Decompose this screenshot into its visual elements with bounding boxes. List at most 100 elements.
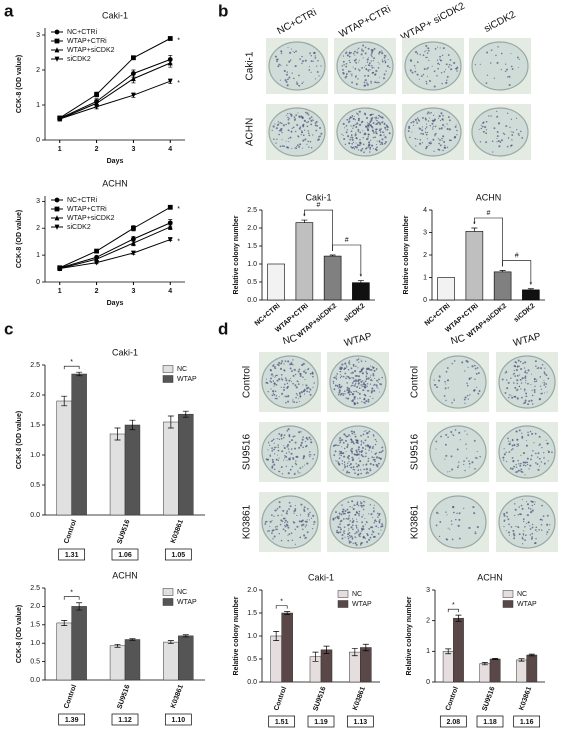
- colony: [545, 374, 548, 377]
- colony: [352, 127, 354, 129]
- colony: [342, 518, 345, 520]
- colony: [474, 468, 476, 470]
- colony: [301, 519, 304, 522]
- colony: [301, 60, 304, 63]
- y-tick-label: 2.0: [30, 603, 40, 610]
- colony: [351, 447, 354, 450]
- ratio-box: [111, 548, 139, 561]
- colony: [283, 445, 285, 447]
- colony: [443, 140, 446, 143]
- colony: [348, 434, 350, 436]
- colony: [435, 448, 437, 450]
- colony: [506, 68, 508, 71]
- colony: [374, 460, 376, 463]
- colony: [455, 518, 457, 521]
- colony: [370, 365, 372, 367]
- colony: [521, 536, 523, 538]
- colony: [517, 366, 519, 368]
- colony: [374, 459, 376, 461]
- bracket: [447, 608, 459, 613]
- colony: [514, 375, 517, 377]
- colony: [348, 542, 351, 544]
- colony: [353, 380, 355, 382]
- colony: [503, 520, 505, 522]
- colony: [378, 140, 381, 143]
- colony: [294, 435, 296, 437]
- colony: [375, 69, 378, 73]
- colony: [363, 456, 365, 458]
- colony: [285, 140, 287, 142]
- colony: [304, 120, 306, 123]
- colony: [485, 82, 488, 85]
- colony: [348, 534, 351, 537]
- colony: [299, 126, 302, 129]
- colony: [521, 432, 523, 434]
- colony: [516, 443, 519, 446]
- bar: [56, 622, 72, 681]
- colony: [343, 532, 346, 535]
- colony: [310, 441, 313, 444]
- colony: [310, 119, 313, 122]
- colony: [343, 64, 345, 66]
- colony: [511, 444, 514, 447]
- colony: [304, 138, 307, 141]
- colony: [437, 513, 439, 515]
- marker: [131, 240, 136, 246]
- colony: [374, 438, 377, 441]
- colony: [450, 65, 452, 67]
- colony: [446, 146, 449, 149]
- colony: [386, 65, 389, 68]
- colony: [363, 500, 365, 503]
- colony: [342, 135, 344, 137]
- colony: [298, 127, 301, 130]
- colony: [538, 398, 542, 401]
- colony: [543, 451, 545, 454]
- colony: [274, 377, 276, 379]
- colony: [473, 389, 476, 391]
- colony: [294, 130, 297, 133]
- colony: [529, 464, 532, 467]
- colony: [271, 466, 274, 469]
- colony: [374, 443, 377, 446]
- colony: [356, 51, 359, 54]
- colony: [291, 539, 294, 542]
- colony: [438, 114, 441, 118]
- colony: [342, 441, 345, 444]
- colony: [297, 136, 300, 138]
- colony: [279, 523, 282, 526]
- colony: [351, 81, 353, 84]
- colony: [367, 460, 369, 462]
- colony: [544, 386, 547, 388]
- colony: [520, 468, 523, 471]
- colony: [294, 462, 297, 465]
- colony: [451, 538, 454, 541]
- colony: [348, 461, 350, 463]
- colony: [369, 151, 371, 153]
- colony: [276, 363, 279, 366]
- colony: [278, 396, 280, 398]
- colony: [432, 138, 435, 141]
- colony: [377, 532, 380, 535]
- marker: [167, 204, 173, 210]
- error-bar: [481, 662, 488, 666]
- colony: [298, 116, 301, 118]
- colony: [345, 65, 348, 68]
- marker: [57, 266, 63, 272]
- colony: [285, 395, 288, 398]
- colony: [516, 445, 518, 448]
- colony: [365, 452, 367, 454]
- series-line: [59, 62, 171, 120]
- colony: [534, 501, 536, 503]
- colony: [288, 141, 290, 143]
- y-tick-label: 0.0: [247, 679, 257, 686]
- colony: [365, 65, 367, 67]
- colony: [295, 460, 297, 462]
- colony: [417, 119, 420, 121]
- colony: [300, 133, 302, 136]
- colony: [345, 377, 347, 380]
- colony: [436, 386, 438, 389]
- colony: [476, 525, 479, 529]
- colony: [496, 135, 499, 138]
- colony: [446, 127, 449, 131]
- colony: [366, 471, 368, 473]
